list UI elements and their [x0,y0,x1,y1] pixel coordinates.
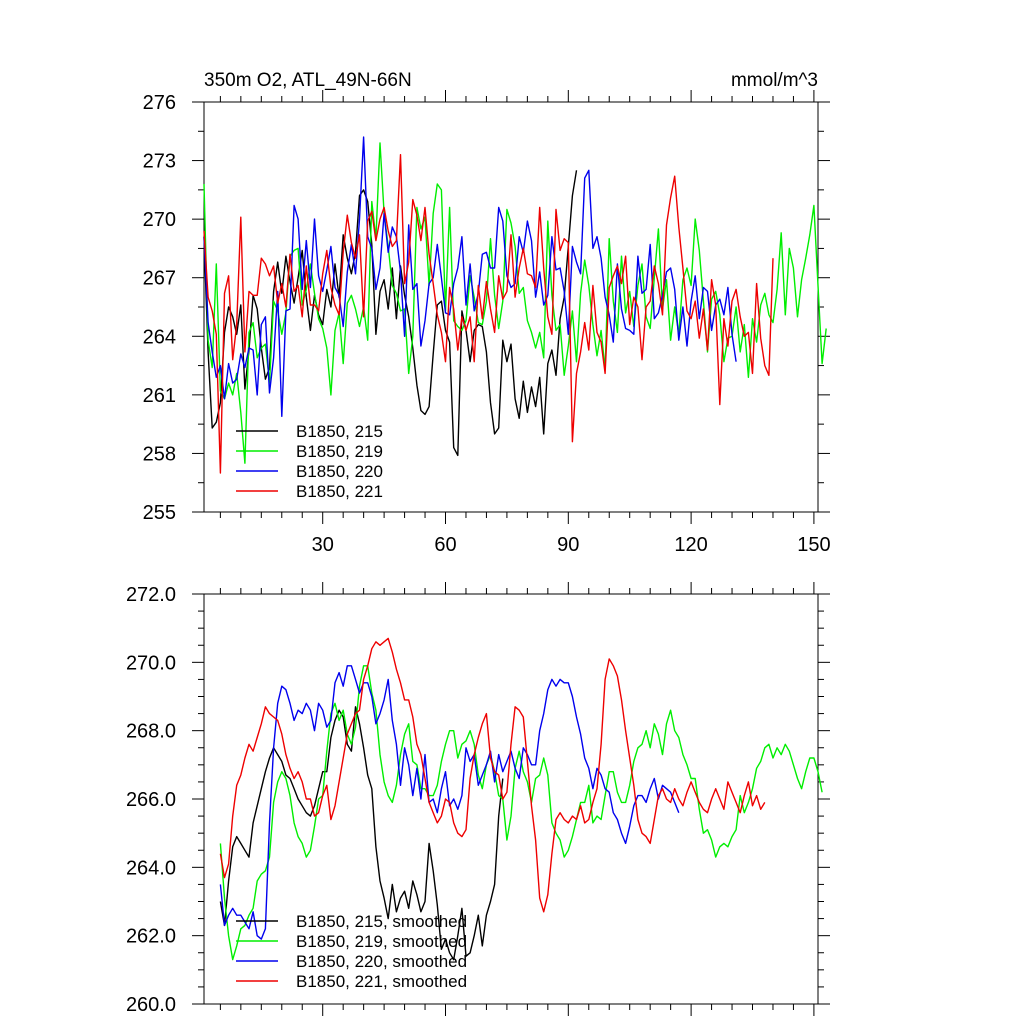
y-tick-label: 258 [143,443,176,465]
y-tick-label: 260.0 [126,994,176,1016]
y-tick-label: 273 [143,151,176,173]
legend-label: B1850, 215 [296,422,383,441]
legend-label: B1850, 221 [296,482,383,501]
y-tick-label: 272.0 [126,584,176,606]
legend-label: B1850, 220, smoothed [296,952,467,971]
x-tick-label: 150 [797,534,830,556]
top-panel-title: 350m O2, ATL_49N-66N [204,70,412,91]
y-tick-label: 264.0 [126,857,176,879]
x-tick-label: 30 [312,534,334,556]
y-tick-label: 262.0 [126,926,176,948]
y-tick-label: 268.0 [126,721,176,743]
legend-label: B1850, 219 [296,442,383,461]
y-tick-label: 267 [143,268,176,290]
top-panel-units: mmol/m^3 [731,70,818,91]
series-line-b1850-215 [203,170,578,457]
y-tick-label: 270 [143,209,176,231]
bottom-panel-chart: 260.0 262.0 264.0 266.0 268.0 270.0 272.0 B1850… [126,582,830,1016]
y-tick-label: 255 [143,502,176,524]
legend-label: B1850, 215, smoothed [296,912,467,931]
series-line-b1850-221-smoothed [219,637,766,913]
y-tick-label: 266.0 [126,789,176,811]
x-tick-label: 90 [557,534,579,556]
y-tick-label: 264 [143,326,176,348]
legend-label: B1850, 221, smoothed [296,972,467,991]
y-tick-label: 270.0 [126,652,176,674]
x-tick-label: 120 [674,534,707,556]
x-tick-label: 60 [434,534,456,556]
y-tick-label: 261 [143,385,176,407]
series-line-b1850-221 [203,153,774,474]
series-line-b1850-215-smoothed [219,706,504,961]
series-line-b1850-220 [203,136,737,417]
legend-label: B1850, 220 [296,462,383,481]
y-tick-label: 276 [143,92,176,114]
legend-label: B1850, 219, smoothed [296,932,467,951]
top-panel-chart: 350m O2, ATL_49N-66N mmol/m^3 30 60 90 120 1… [143,70,831,556]
series-line-b1850-219 [203,142,827,464]
